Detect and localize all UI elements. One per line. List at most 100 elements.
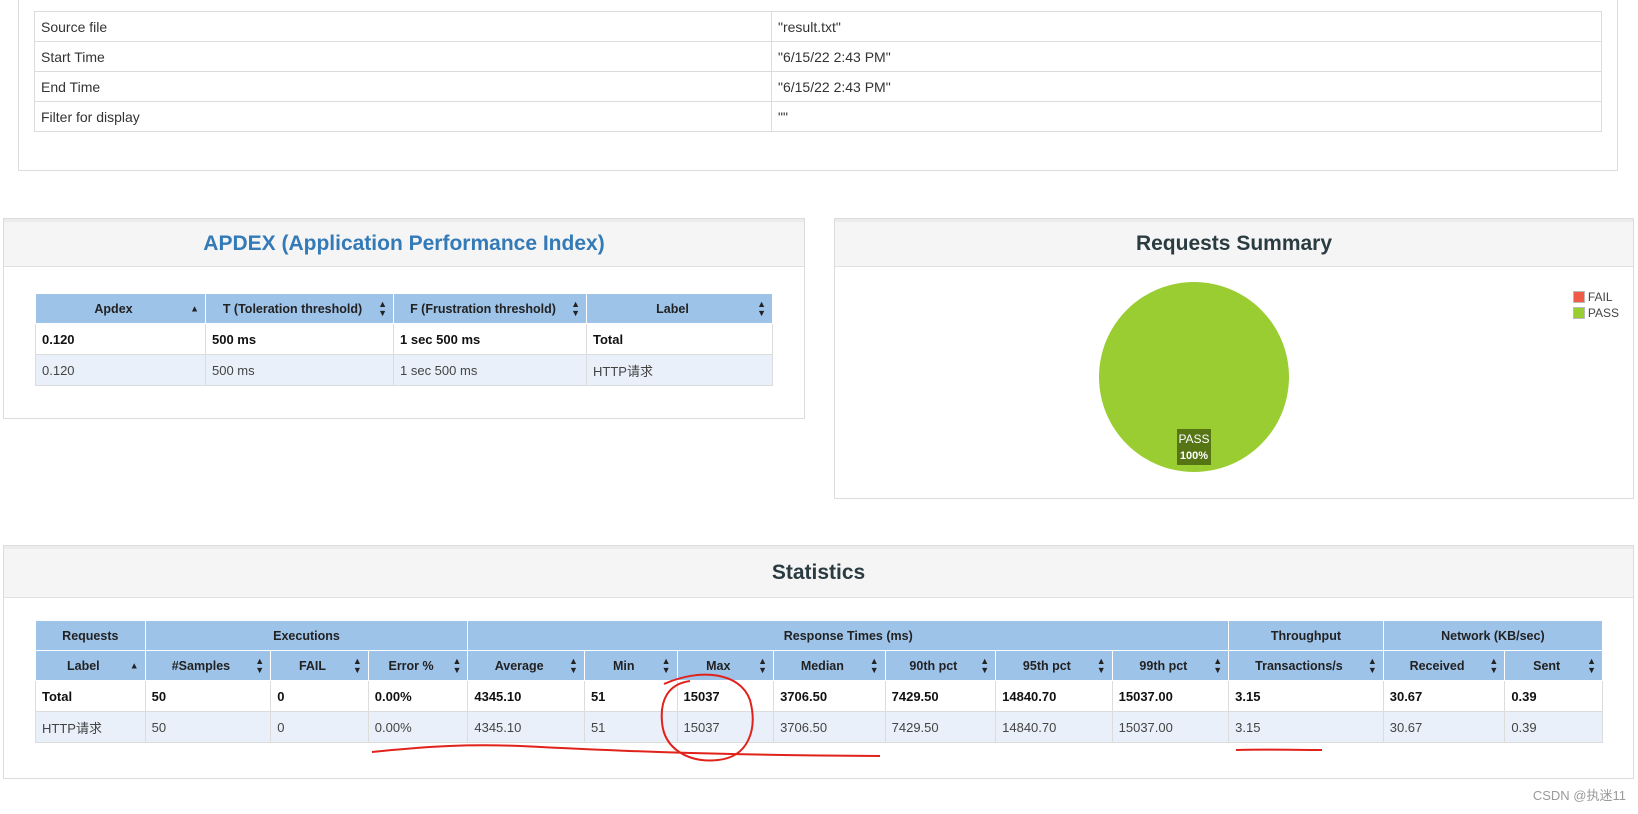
statistics-cell: 0.00% [367,680,469,712]
legend-swatch-pass [1572,307,1585,319]
column-header-label: 95th pct [1022,658,1071,673]
group-header: Executions [144,620,469,651]
column-header-label: FAIL [298,658,327,673]
statistics-cell: 30.67 [1382,680,1506,712]
sort-icon[interactable]: ▲ ▼ [1213,655,1223,675]
statistics-panel: Statistics Requests Executions Response Ti… [3,545,1634,779]
legend-item-fail[interactable]: FAIL [1572,289,1619,305]
column-header[interactable]: Average ▲ ▼ [467,650,585,681]
sort-icon[interactable]: ▲ ▼ [255,655,265,675]
column-header-label: F (Frustration threshold) [410,301,556,316]
apdex-column-header[interactable]: Apdex ▲ [35,293,206,324]
statistics-cell: 50 [144,711,272,743]
info-key: Filter for display [34,101,772,132]
column-header-label: Max [706,658,731,673]
statistics-cell: 15037 [676,680,775,712]
column-header[interactable]: Sent ▲ ▼ [1504,650,1603,681]
sort-icon[interactable]: ▲ ▼ [352,655,362,675]
column-header[interactable]: Transactions/s ▲ ▼ [1228,650,1384,681]
sort-icon[interactable]: ▲ ▼ [980,655,990,675]
sort-icon[interactable]: ▲ ▼ [378,298,387,318]
sort-icon[interactable]: ▲ ▼ [1489,655,1499,675]
statistics-cell: 50 [144,680,272,712]
column-header[interactable]: 90th pct ▲ ▼ [884,650,997,681]
pie-label-percent: 100% [1180,450,1208,462]
statistics-row: HTTP请求 50 0 0.00% 4345.10 51 15037 3706.50 7429.… [35,711,1603,743]
statistics-cell: 15037 [676,711,775,743]
statistics-cell: 0 [270,680,369,712]
column-header[interactable]: FAIL ▲ ▼ [270,650,369,681]
frustration-column-header[interactable]: F (Frustration threshold) ▲ ▼ [393,293,587,324]
sort-icon[interactable]: ▲ ▼ [452,655,462,675]
column-header[interactable]: Max ▲ ▼ [676,650,775,681]
info-row: Start Time "6/15/22 2:43 PM" [34,41,1602,72]
sort-icon[interactable]: ▲ ▼ [758,655,768,675]
statistics-cell: 0.39 [1504,711,1603,743]
label-value: HTTP请求 [586,354,773,386]
requests-summary-title: Requests Summary [835,219,1633,267]
column-header-label: Min [612,658,635,673]
info-row: End Time "6/15/22 2:43 PM" [34,71,1602,102]
statistics-cell: 0.39 [1504,680,1603,712]
sort-icon[interactable]: ▲ ▼ [569,655,578,675]
sort-ascending-icon[interactable]: ▲ [129,660,139,670]
column-header[interactable]: 95th pct ▲ ▼ [995,650,1113,681]
toleration-column-header[interactable]: T (Toleration threshold) ▲ ▼ [205,293,394,324]
column-header-label: T (Toleration threshold) [222,301,363,316]
column-header[interactable]: Median ▲ ▼ [773,650,886,681]
sort-icon[interactable]: ▲ ▼ [869,655,879,675]
statistics-cell: 15037.00 [1111,711,1230,743]
column-header[interactable]: #Samples ▲ ▼ [144,650,272,681]
apdex-value: 0.120 [35,354,206,386]
group-header-row: Requests Executions Response Times (ms) Thr… [35,620,1604,651]
statistics-cell: 0.00% [367,711,469,743]
info-value: "result.txt" [771,11,1602,42]
statistics-total-row: Total 50 0 0.00% 4345.10 51 15037 3706.50 7429.5… [35,680,1603,712]
sort-ascending-icon[interactable]: ▲ [190,303,199,313]
sort-icon[interactable]: ▲ ▼ [757,298,766,318]
statistics-cell: 4345.10 [467,711,585,743]
sort-icon[interactable]: ▲ ▼ [1367,655,1377,675]
statistics-cell: 7429.50 [884,711,997,743]
sort-icon[interactable]: ▲ ▼ [1096,655,1106,675]
column-header-label: Label [656,301,689,316]
apdex-table: Apdex ▲ T (Toleration threshold) ▲ ▼ F (Fru… [35,293,773,386]
statistics-cell: 3.15 [1228,711,1384,743]
column-header[interactable]: Received ▲ ▼ [1382,650,1506,681]
pie-slice-pass[interactable] [1099,282,1289,472]
statistics-cell: 4345.10 [467,680,585,712]
column-header[interactable]: Min ▲ ▼ [583,650,678,681]
column-header-label: Median [800,658,844,673]
requests-summary-panel: Requests Summary PASS 100% FAIL PASS [834,218,1634,499]
watermark: CSDN @执迷11 [1532,788,1626,803]
toleration-value: 500 ms [205,354,394,386]
column-header[interactable]: Label ▲ [35,650,146,681]
frustration-value: 1 sec 500 ms [393,323,587,355]
column-header[interactable]: Error % ▲ ▼ [367,650,469,681]
apdex-value: 0.120 [35,323,206,355]
sort-icon[interactable]: ▲ ▼ [661,655,671,675]
legend-item-pass[interactable]: PASS [1572,305,1619,321]
group-header: Throughput [1228,620,1384,651]
statistics-cell: 51 [583,680,678,712]
statistics-cell: 15037.00 [1111,680,1230,712]
statistics-cell: Total [35,680,146,712]
pie-label-name: PASS [1178,432,1209,446]
column-header[interactable]: 99th pct ▲ ▼ [1111,650,1230,681]
frustration-value: 1 sec 500 ms [393,354,587,386]
statistics-cell: 0 [270,711,369,743]
info-key: End Time [34,71,772,102]
legend-label-pass: PASS [1587,306,1619,320]
pie-label-box [1177,429,1211,465]
sort-icon[interactable]: ▲ ▼ [1587,655,1596,675]
info-key: Source file [34,11,772,42]
info-row: Filter for display "" [34,101,1602,132]
sort-icon[interactable]: ▲ ▼ [571,298,580,318]
info-row: Source file "result.txt" [34,11,1602,42]
label-column-header[interactable]: Label ▲ ▼ [586,293,773,324]
statistics-cell: HTTP请求 [35,711,146,743]
pie-chart-area: PASS 100% [835,267,1635,500]
apdex-panel: APDEX (Application Performance Index) Ap… [3,218,805,419]
info-value: "6/15/22 2:43 PM" [771,71,1602,102]
column-header-label: Label [66,658,100,673]
